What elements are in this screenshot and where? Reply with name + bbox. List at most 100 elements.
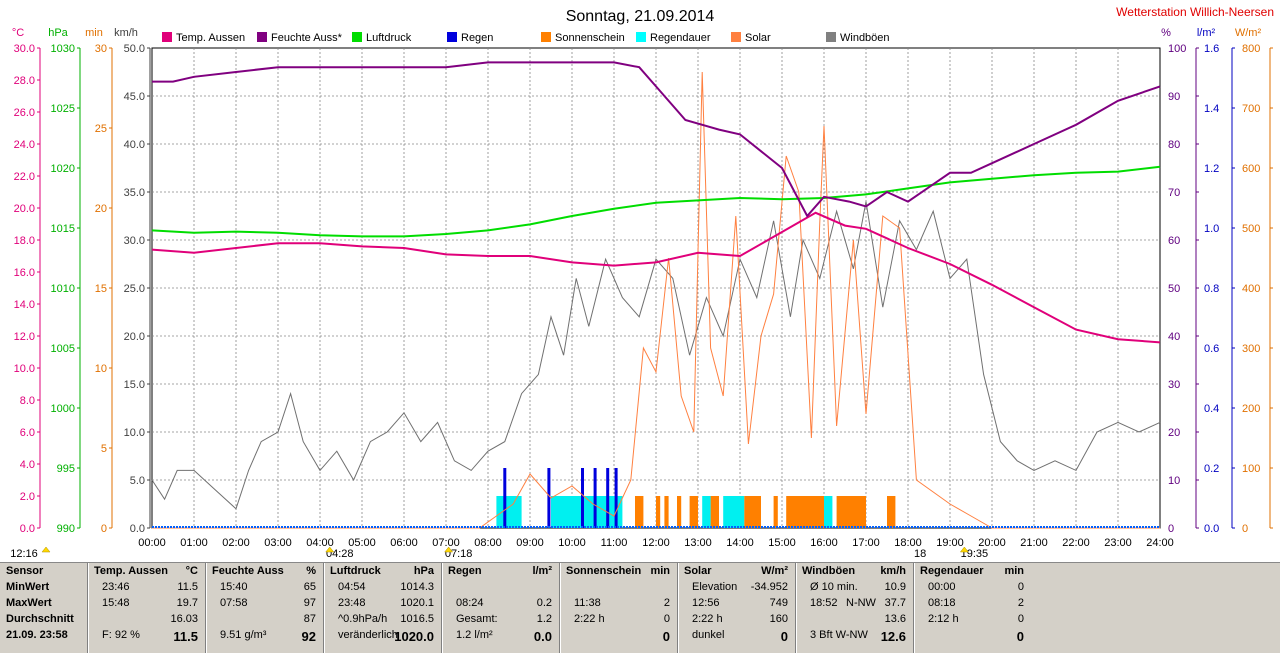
- axis-tick-label-temp: 0.0: [20, 523, 35, 535]
- cell-label: 2:12 h: [928, 613, 959, 625]
- x-tick-label: 23:00: [1104, 537, 1132, 549]
- column-divider: [87, 563, 89, 653]
- column-unit: W/m²: [761, 565, 788, 577]
- table-row: 87: [206, 613, 324, 629]
- sunshine-bar: [710, 496, 719, 528]
- column-divider: [559, 563, 561, 653]
- cell-value: 12.6: [880, 629, 906, 644]
- table-row: 13.6: [796, 613, 914, 629]
- axis-tick-label-minutes: 0: [101, 523, 107, 535]
- axis-tick-label-minutes: 20: [95, 203, 107, 215]
- axis-tick-label-pressure: 1015: [51, 223, 75, 235]
- cell-value: 0: [1017, 581, 1024, 593]
- x-tick-label: 15:00: [768, 537, 796, 549]
- axis-tick-label-wind: 15.0: [124, 379, 145, 391]
- legend: Temp. Aussen Feuchte Auss* Luftdruck Regen S…: [162, 32, 890, 44]
- table-row: 15:40 65: [206, 581, 324, 597]
- rain-duration-bar: [551, 496, 623, 528]
- table-row: ^0.9hPa/h 1016.5: [324, 613, 442, 629]
- axis-tick-label-rain: 0.4: [1204, 403, 1219, 415]
- table-row: 16.03: [88, 613, 206, 629]
- column-unit: l/m²: [532, 565, 552, 577]
- column-title: Feuchte Auss: [212, 565, 284, 577]
- legend-label: Temp. Aussen: [176, 32, 245, 44]
- sunshine-bar: [887, 496, 896, 528]
- chart-title: Sonntag, 21.09.2014: [566, 8, 715, 25]
- cell-value: 0: [663, 613, 670, 625]
- marker-18-label: 18: [914, 548, 926, 560]
- cell-value: 65: [303, 581, 316, 593]
- axis-tick-label-pressure: 1010: [51, 283, 75, 295]
- cell-mid: N-NW: [846, 597, 876, 609]
- table-row: 23:46 11.5: [88, 581, 206, 597]
- table-row: 18:52 N-NW 37.7: [796, 597, 914, 613]
- x-tick-label: 10:00: [558, 537, 586, 549]
- cell-value: 160: [769, 613, 788, 625]
- column-unit: °C: [185, 565, 198, 577]
- axis-tick-label-temp: 6.0: [20, 427, 35, 439]
- axis-tick-label-wind: 5.0: [130, 475, 145, 487]
- cell-label: 00:00: [928, 581, 956, 593]
- table-column: Regendauer min 00:00 0 08:18 2 2:12 h 0 0: [914, 565, 1032, 651]
- cell-value: -34.952: [750, 581, 788, 593]
- cell-label: Durchschnitt: [6, 613, 74, 625]
- axis-tick-label-humidity: 60: [1168, 235, 1180, 247]
- x-tick-label: 01:00: [180, 537, 208, 549]
- axis-tick-label-solar: 600: [1242, 163, 1260, 175]
- table-row: 15:48 19.7: [88, 597, 206, 613]
- axis-tick-label-minutes: 5: [101, 443, 107, 455]
- column-title: Regen: [448, 565, 482, 577]
- cell-value: 10.9: [884, 581, 906, 593]
- cell-value: 1020.0: [394, 629, 434, 644]
- axis-tick-label-wind: 10.0: [124, 427, 145, 439]
- table-row: 2:22 h 0: [560, 613, 678, 629]
- cell-label: MinWert: [6, 581, 50, 593]
- sun-marker-icon: [959, 546, 969, 553]
- sunshine-bar: [656, 496, 661, 528]
- cell-label: 12:56: [692, 597, 720, 609]
- table-column-header: Feuchte Auss%: [206, 565, 324, 581]
- table-row: 23:48 1020.1: [324, 597, 442, 613]
- table-column-header: Windböen km/h: [796, 565, 914, 581]
- table-column: Regen l/m² 08:24 0.2 Gesamt: 1.2 1.2 l/m² 0.0: [442, 565, 560, 651]
- axis-tick-label-humidity: 50: [1168, 283, 1180, 295]
- cell-label: 1.2 l/m²: [456, 629, 493, 641]
- x-tick-label: 12:00: [642, 537, 670, 549]
- axis-tick-label-temp: 10.0: [14, 363, 35, 375]
- axis-tick-label-temp: 26.0: [14, 107, 35, 119]
- axis-tick-label-solar: 800: [1242, 43, 1260, 55]
- axis-tick-label-wind: 20.0: [124, 331, 145, 343]
- axis-tick-label-wind: 50.0: [124, 43, 145, 55]
- axis-tick-label-rain: 1.4: [1204, 103, 1219, 115]
- cell-label: 23:48: [338, 597, 366, 609]
- cell-label: 08:24: [456, 597, 484, 609]
- line-layer: [151, 61, 1161, 529]
- table-column: Sensor MinWert MaxWert Durchschnitt 21.09. 2…: [0, 565, 88, 651]
- table-column: Luftdruck hPa 04:54 1014.3 23:48 1020.1 ^0.9hP…: [324, 565, 442, 651]
- x-tick-label: 20:00: [978, 537, 1006, 549]
- table-row: dunkel 0: [678, 629, 796, 645]
- axis-tick-label-humidity: 70: [1168, 187, 1180, 199]
- cell-label: Gesamt:: [456, 613, 498, 625]
- table-row: 12:56 749: [678, 597, 796, 613]
- cell-value: 11.5: [177, 581, 198, 593]
- axis-tick-label-wind: 25.0: [124, 283, 145, 295]
- axis-tick-label-temp: 4.0: [20, 459, 35, 471]
- table-row: 0: [914, 629, 1032, 645]
- cell-value: 2: [663, 597, 670, 609]
- axis-tick-label-humidity: 90: [1168, 91, 1180, 103]
- axis-tick-label-wind: 45.0: [124, 91, 145, 103]
- cell-label: ^0.9hPa/h: [338, 613, 388, 625]
- x-tick-label: 02:00: [222, 537, 250, 549]
- column-unit: %: [306, 565, 316, 577]
- x-tick-label: 04:00: [306, 537, 334, 549]
- axis-tick-label-humidity: 0: [1168, 523, 1174, 535]
- cell-value: 1.2: [536, 613, 552, 625]
- axis-tick-label-pressure: 1030: [51, 43, 75, 55]
- column-divider: [913, 563, 915, 653]
- column-unit: min: [650, 565, 670, 577]
- axis-tick-label-solar: 300: [1242, 343, 1260, 355]
- sunshine-bar: [773, 496, 778, 528]
